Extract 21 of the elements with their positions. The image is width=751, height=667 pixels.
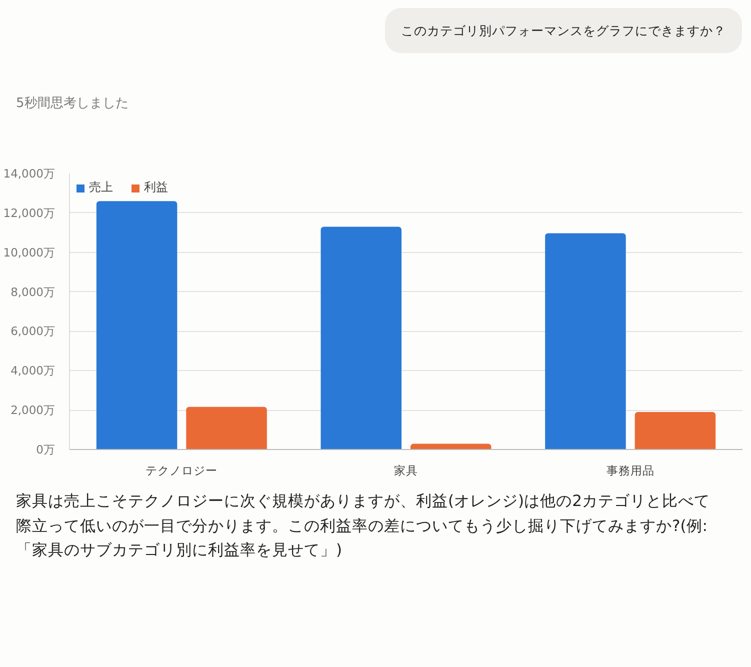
y-tick-label: 14,000万 xyxy=(3,166,56,180)
bar xyxy=(186,406,267,450)
y-tick-label: 6,000万 xyxy=(10,324,56,338)
text: 家具は売上こそテクノロジーに次ぐ規模がありますが、利益(オレンジ)は他の2カテゴリと比べて際立って低いのが一目で分かります。この利益率の差についてもう少し掘り下げてみますか?(例:「家具のサブカテゴリ別に利益率を見せて」) xyxy=(16,491,711,561)
y-tick-label: 12,000万 xyxy=(3,206,56,220)
y-tick-label: 2,000万 xyxy=(10,403,56,418)
y-tick-label: 0万 xyxy=(36,442,56,456)
x-tick-label: 事務用品 xyxy=(606,464,654,478)
x-tick-label: 家具 xyxy=(394,464,418,478)
legend-label: 売上 xyxy=(89,179,113,196)
y-tick-label: 10,000万 xyxy=(3,245,56,260)
bar xyxy=(545,233,626,450)
x-tick-label: テクノロジー xyxy=(146,464,218,478)
bar xyxy=(320,226,402,450)
y-tick-label: 4,000万 xyxy=(10,364,56,378)
bar xyxy=(96,201,178,450)
y-tick-label: 8,000万 xyxy=(10,284,56,299)
text: このカテゴリ別パフォーマンスをグラフにできますか？ xyxy=(385,8,742,53)
bar xyxy=(634,412,716,450)
text: 5秒間思考しました xyxy=(16,95,128,113)
legend-label: 利益 xyxy=(144,179,168,196)
